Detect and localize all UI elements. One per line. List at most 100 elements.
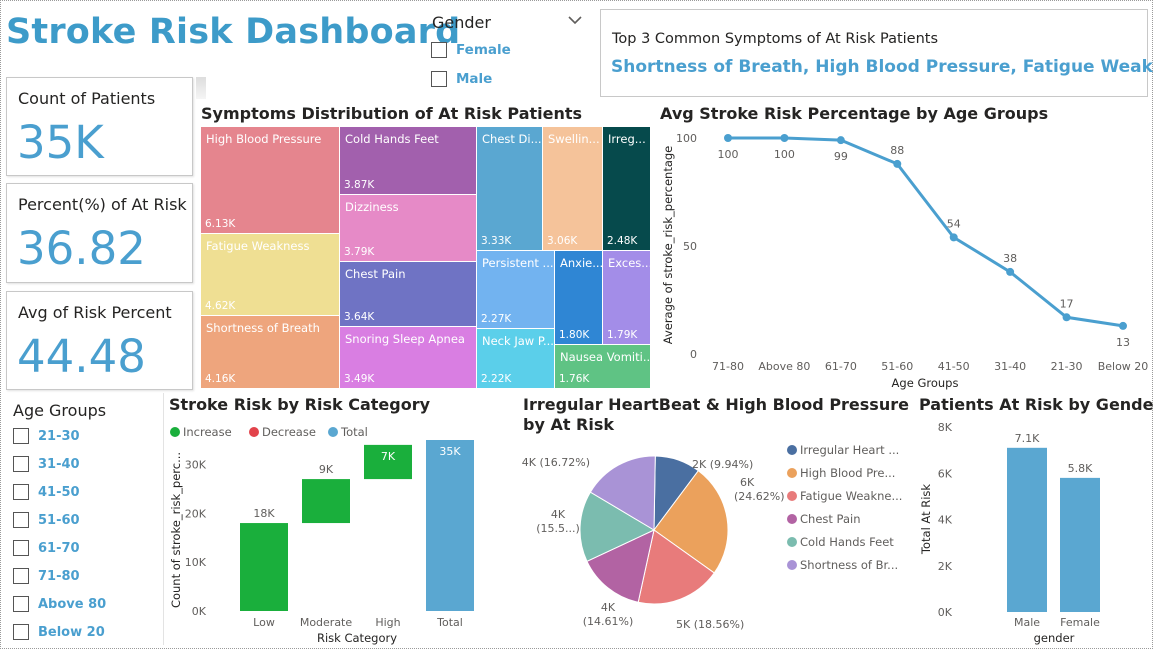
data-point (836, 136, 845, 145)
treemap-cell-label: Persistent ... (482, 256, 554, 270)
gender-bar-chart[interactable]: 0K 2K 4K 6K 8K 7.1K Male 5.8K Female gender Total … (915, 415, 1150, 647)
data-label: 5.8K (1068, 462, 1093, 475)
age-option[interactable]: 21-30 (13, 428, 80, 444)
waterfall-bar (364, 444, 412, 480)
age-option[interactable]: Below 20 (13, 624, 105, 640)
age-option[interactable]: Above 80 (13, 596, 106, 612)
treemap-cell[interactable]: Irreg... 2.48K (603, 127, 651, 251)
checkbox[interactable] (13, 596, 29, 612)
age-option[interactable]: 31-40 (13, 456, 80, 472)
kpi-value: 44.48 (17, 330, 146, 383)
treemap-cell[interactable]: High Blood Pressure 6.13K (201, 127, 340, 234)
kpi-label: Count of Patients (18, 89, 156, 108)
legend-label: High Blood Pre... (800, 466, 895, 480)
checkbox-label: 71-80 (38, 568, 80, 584)
gender-option-male[interactable]: Male (431, 71, 492, 87)
treemap-cell[interactable]: Dizziness 3.79K (340, 195, 477, 262)
pie-slice (579, 491, 656, 562)
data-point (1119, 321, 1127, 330)
treemap-cell-label: Cold Hands Feet (345, 132, 439, 146)
data-label: 4K (601, 601, 616, 614)
dashboard-title: Stroke Risk Dashboard (6, 12, 461, 52)
legend-marker (787, 491, 797, 501)
checkbox[interactable] (13, 540, 29, 556)
checkbox[interactable] (13, 512, 29, 528)
data-label: 9K (319, 463, 334, 476)
treemap-cell-label: Neck Jaw P... (482, 334, 554, 348)
checkbox[interactable] (431, 71, 447, 87)
heartbeat-bp-pie-chart[interactable]: 2K (9.94%)6K(24.62%)5K (18.56%)4K(14.61%… (518, 438, 913, 648)
age-option[interactable]: 41-50 (13, 484, 80, 500)
treemap-cell[interactable]: Anxie... 1.80K (555, 251, 603, 345)
treemap-cell[interactable]: Snoring Sleep Apnea 3.49K (340, 327, 477, 389)
legend-marker (328, 427, 338, 437)
treemap-cell[interactable]: Shortness of Breath 4.16K (201, 316, 340, 389)
kpi-card-percent-at-risk[interactable]: Percent(%) of At Risk 36.82 (6, 183, 193, 283)
y-tick-label: 0K (938, 606, 953, 619)
age-option[interactable]: 61-70 (13, 540, 80, 556)
treemap-cell-value: 2.27K (481, 313, 512, 325)
top-symptoms-card[interactable]: Top 3 Common Symptoms of At Risk Patient… (600, 9, 1153, 97)
checkbox[interactable] (13, 456, 29, 472)
divider (163, 393, 164, 645)
kpi-card-avg-risk-percent[interactable]: Avg of Risk Percent 44.48 (6, 291, 193, 390)
checkbox-label: 51-60 (38, 512, 80, 528)
treemap-cell-value: 2.22K (481, 373, 512, 385)
y-tick-label: 2K (938, 560, 953, 573)
x-tick-label: Total (436, 616, 463, 629)
data-point (780, 134, 789, 142)
treemap-cell[interactable]: Chest Pain 3.64K (340, 262, 477, 327)
gender-slicer[interactable]: Gender Female Male (431, 10, 591, 95)
treemap-cell-label: Anxie... (560, 256, 603, 270)
gender-option-female[interactable]: Female (431, 42, 511, 58)
checkbox[interactable] (13, 428, 29, 444)
treemap-cell[interactable]: Cold Hands Feet 3.87K (340, 127, 477, 195)
checkbox[interactable] (13, 484, 29, 500)
data-label: 7K (381, 450, 396, 463)
data-label: (24.62%) (734, 490, 785, 503)
checkbox[interactable] (431, 42, 447, 58)
treemap-cell[interactable]: Fatigue Weakness 4.62K (201, 234, 340, 316)
legend-marker (170, 427, 180, 437)
treemap-cell[interactable]: Exces... 1.79K (603, 251, 651, 345)
kpi-card-count-patients[interactable]: Count of Patients 35K (6, 77, 193, 176)
data-label: 6K (740, 476, 755, 489)
waterfall-bar (240, 523, 288, 611)
x-tick-label: Above 80 (758, 360, 810, 373)
treemap-cell[interactable]: Persistent ... 2.27K (477, 251, 555, 329)
gender-bar (1060, 477, 1100, 612)
checkbox-label: 41-50 (38, 484, 80, 500)
x-tick-label: 31-40 (994, 360, 1026, 373)
data-label: 54 (947, 217, 961, 230)
legend-label: Total (340, 425, 368, 439)
checkbox[interactable] (13, 568, 29, 584)
kpi-label: Percent(%) of At Risk (18, 195, 187, 214)
treemap-cell[interactable]: Neck Jaw P... 2.22K (477, 329, 555, 389)
treemap-cell-label: Chest Pain (345, 267, 406, 281)
checkbox[interactable] (13, 624, 29, 640)
legend-label: Cold Hands Feet (800, 535, 894, 549)
risk-category-waterfall-chart[interactable]: Increase Decrease Total 0K 10K 20K 30K 18K Low 9K… (166, 420, 486, 648)
data-point (1006, 267, 1015, 276)
age-option[interactable]: 71-80 (13, 568, 80, 584)
chevron-down-icon[interactable] (567, 14, 583, 26)
legend-label: Decrease (262, 425, 316, 439)
checkbox-label: 31-40 (38, 456, 80, 472)
x-tick-label: Moderate (300, 616, 353, 629)
y-tick-label: 100 (676, 132, 697, 145)
checkbox-label: Below 20 (38, 624, 105, 640)
treemap-cell-label: Shortness of Breath (206, 321, 320, 335)
x-tick-label: High (375, 616, 400, 629)
x-tick-label: 71-80 (712, 360, 744, 373)
symptoms-treemap[interactable]: High Blood Pressure 6.13K Fatigue Weakness… (201, 127, 651, 389)
age-groups-slicer[interactable]: Age Groups 21-30 31-40 41-50 51-60 61-70 71-8… (13, 398, 158, 643)
treemap-cell[interactable]: Swellin... 3.06K (543, 127, 603, 251)
x-tick-label: 21-30 (1051, 360, 1083, 373)
avg-risk-line-chart[interactable]: 0 50 100 100 71-80 100 Above 80 99 61-70 88 51-60 5… (655, 125, 1150, 393)
checkbox-label: Above 80 (38, 596, 107, 612)
pie-slice (589, 455, 656, 531)
treemap-cell[interactable]: Nausea Vomiti... 1.76K (555, 345, 651, 389)
age-option[interactable]: 51-60 (13, 512, 80, 528)
data-label: 4K (551, 508, 566, 521)
treemap-cell[interactable]: Chest Di... 3.33K (477, 127, 543, 251)
